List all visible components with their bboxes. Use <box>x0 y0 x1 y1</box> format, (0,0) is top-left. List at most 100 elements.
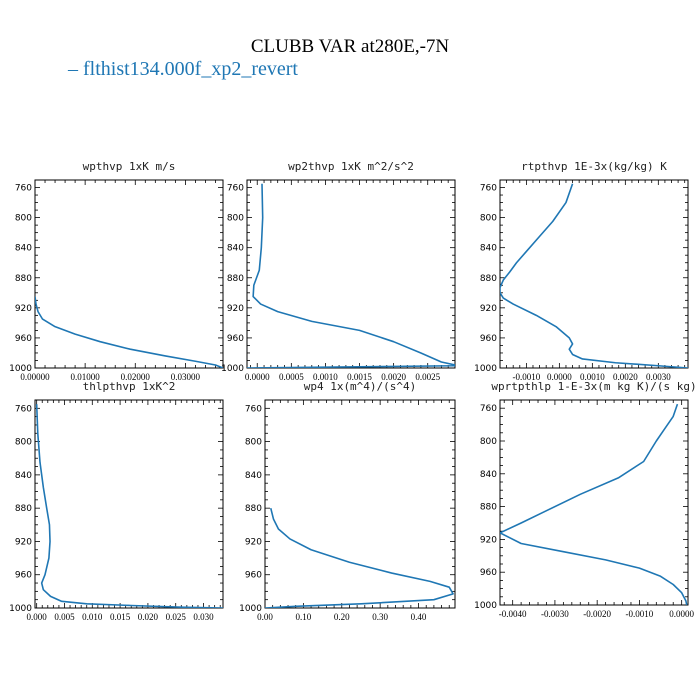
x-tick-label: 0.02000 <box>121 372 151 382</box>
y-tick-label: 1000 <box>9 364 32 374</box>
legend: – flthist134.000f_xp2_revert <box>68 58 298 81</box>
x-tick-label: 0.0000 <box>669 609 694 619</box>
y-tick-label: 840 <box>245 471 262 481</box>
x-tick-label: 0.0005 <box>279 372 304 382</box>
y-tick-label: 960 <box>227 334 244 344</box>
y-tick-label: 960 <box>245 571 262 581</box>
x-tick-label: 0.0000 <box>245 372 270 382</box>
y-tick-label: 800 <box>480 437 497 447</box>
y-tick-label: 840 <box>480 244 497 254</box>
y-tick-label: 880 <box>227 274 244 284</box>
chart-panel-4: thlpthvp 1xK^276080084088092096010000.00… <box>9 380 224 622</box>
y-tick-label: 960 <box>15 334 32 344</box>
x-tick-label: 0.030 <box>193 612 214 622</box>
x-tick-label: 0.0020 <box>381 372 406 382</box>
x-tick-label: 0.0015 <box>347 372 372 382</box>
y-tick-label: 800 <box>15 214 32 224</box>
x-tick-label: -0.0020 <box>583 609 611 619</box>
y-tick-label: 920 <box>15 537 32 547</box>
x-tick-label: 0.00 <box>257 612 273 622</box>
figure-title: CLUBB VAR at280E,-7N <box>250 36 450 57</box>
chart-panel-6: wprtpthlp 1-E-3x(m kg K)/(s kg) 760 800 840… <box>474 380 697 619</box>
y-tick-label: 760 <box>15 184 32 194</box>
y-tick-label: 800 <box>227 214 244 224</box>
x-tick-label: 0.03000 <box>171 372 201 382</box>
x-tick-label: 0.015 <box>110 612 131 622</box>
panel-title: wpthvp 1xK m/s <box>83 160 176 173</box>
x-tick-label: 0.0020 <box>613 372 638 382</box>
x-tick-label: -0.0010 <box>626 609 654 619</box>
legend-entry-label: flthist134.000f_xp2_revert <box>83 58 298 80</box>
y-tick-label: 1000 <box>221 364 244 374</box>
y-tick-label: 800 <box>245 438 262 448</box>
x-tick-label: 0.20 <box>334 612 350 622</box>
y-tick-label: 1000 <box>239 604 262 614</box>
x-tick-label: 0.000 <box>27 612 48 622</box>
plot-frame <box>34 179 224 369</box>
y-tick-label: 800 <box>480 214 497 224</box>
x-tick-label: 0.025 <box>166 612 187 622</box>
panel-title: wp4 1x(m^4)/(s^4) <box>304 380 417 393</box>
series-line-1 <box>500 403 688 605</box>
x-tick-label: 0.01000 <box>71 372 101 382</box>
legend-line-swatch: – <box>68 58 83 80</box>
y-tick-label: 840 <box>227 244 244 254</box>
y-tick-label: 1000 <box>474 364 497 374</box>
x-tick-label: 0.010 <box>82 612 103 622</box>
panel-title: rtpthvp 1E-3x(kg/kg) K <box>521 160 667 173</box>
y-tick-label: 840 <box>15 244 32 254</box>
series-line-1 <box>35 296 223 368</box>
panel-title: wp2thvp 1xK m^2/s^2 <box>288 160 414 173</box>
x-tick-label: 0.0010 <box>313 372 338 382</box>
y-tick-label: 1000 <box>474 601 497 611</box>
y-tick-label: 920 <box>15 304 32 314</box>
series-line-1 <box>35 404 223 608</box>
plot-frame <box>34 399 224 609</box>
y-tick-label: 760 <box>480 404 497 414</box>
chart-panel-1: wpthvp 1xK m/s 760 800 840 880 920 960 10000.00… <box>9 160 224 382</box>
y-tick-label: 760 <box>227 184 244 194</box>
y-tick-label: 1000 <box>9 604 32 614</box>
plot-frame <box>264 399 456 609</box>
x-tick-label: 0.40 <box>411 612 427 622</box>
y-tick-label: 920 <box>480 304 497 314</box>
panel-title: thlpthvp 1xK^2 <box>83 380 176 393</box>
x-tick-label: 0.0025 <box>415 372 440 382</box>
x-tick-label: 0.00000 <box>20 372 50 382</box>
x-tick-label: 0.0000 <box>547 372 572 382</box>
x-tick-label: 0.020 <box>138 612 159 622</box>
y-tick-label: 840 <box>480 470 497 480</box>
y-tick-label: 760 <box>15 404 32 414</box>
y-tick-label: 960 <box>480 568 497 578</box>
y-tick-label: 920 <box>227 304 244 314</box>
x-tick-label: 0.0030 <box>646 372 671 382</box>
y-tick-label: 880 <box>15 274 32 284</box>
y-tick-label: 840 <box>15 471 32 481</box>
y-tick-label: 760 <box>480 184 497 194</box>
x-tick-label: 0.10 <box>296 612 312 622</box>
x-tick-label: 0.0010 <box>580 372 605 382</box>
y-tick-label: 880 <box>480 503 497 513</box>
y-tick-label: 920 <box>245 537 262 547</box>
y-tick-label: 800 <box>15 438 32 448</box>
series-line-1 <box>247 183 455 368</box>
panel-title: wprtpthlp 1-E-3x(m kg K)/(s kg) <box>491 380 696 393</box>
chart-panel-2: wp2thvp 1xK m^2/s^2 760 800 840 880 920 960 100… <box>221 160 456 382</box>
x-tick-label: 0.30 <box>372 612 388 622</box>
plot-frame <box>246 179 456 369</box>
y-tick-label: 960 <box>480 334 497 344</box>
chart-panel-3: rtpthvp 1E-3x(kg/kg) K 760 800 840 880 920 960… <box>474 160 689 382</box>
y-tick-label: 880 <box>245 504 262 514</box>
chart-panel-5: wp4 1x(m^4)/(s^4)76080084088092096010000… <box>239 380 456 622</box>
y-tick-label: 880 <box>15 504 32 514</box>
y-tick-label: 880 <box>480 274 497 284</box>
y-tick-label: 920 <box>480 535 497 545</box>
y-tick-label: 960 <box>15 571 32 581</box>
plot-frame <box>499 179 689 369</box>
x-tick-label: 0.005 <box>54 612 75 622</box>
x-tick-label: -0.0030 <box>541 609 569 619</box>
series-line-1 <box>265 507 454 608</box>
x-tick-label: -0.0040 <box>499 609 527 619</box>
series-line-1 <box>500 183 688 368</box>
